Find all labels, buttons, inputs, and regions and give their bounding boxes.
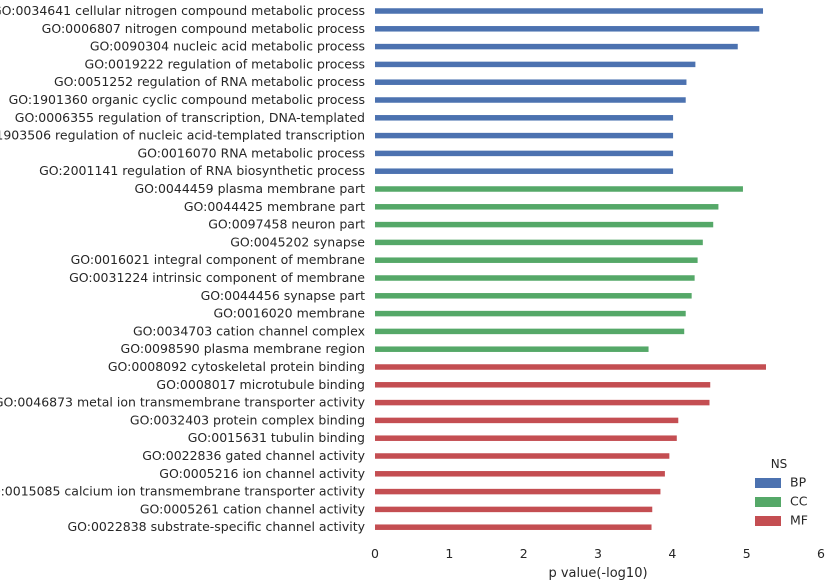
bar-bp — [375, 115, 674, 121]
category-label: GO:0008017 microtubule binding — [156, 377, 365, 392]
category-label: GO:0046873 metal ion transmembrane trans… — [0, 395, 366, 410]
category-label: GO:0016021 integral component of membran… — [71, 252, 366, 267]
bar-mf — [375, 488, 661, 495]
legend-label-bp: BP — [790, 475, 807, 490]
category-label: GO:0045202 synapse — [230, 234, 365, 249]
bar-cc — [375, 186, 743, 192]
category-label: GO:0008092 cytoskeletal protein binding — [108, 359, 365, 374]
category-label: GO:0016070 RNA metabolic process — [137, 145, 365, 160]
legend-label-cc: CC — [790, 494, 808, 509]
category-label: GO:0090304 nucleic acid metabolic proces… — [90, 39, 365, 54]
category-label: GO:0044456 synapse part — [201, 288, 365, 303]
category-label: GO:0051252 regulation of RNA metabolic p… — [54, 74, 365, 89]
bar-cc — [375, 239, 703, 246]
bar-mf — [375, 506, 653, 513]
category-label: GO:2001141 regulation of RNA biosyntheti… — [39, 163, 365, 178]
bar-bp — [375, 79, 687, 85]
bar-bp — [375, 97, 686, 103]
bar-cc — [375, 275, 695, 281]
category-label: GO:0044459 plasma membrane part — [134, 181, 365, 196]
bar-cc — [375, 257, 698, 263]
category-label: GO:0015085 calcium ion transmembrane tra… — [0, 484, 366, 499]
bar-cc — [375, 328, 685, 335]
x-tick-label: 1 — [445, 546, 453, 561]
category-label: GO:0034703 cation channel complex — [133, 323, 365, 338]
bar-cc — [375, 310, 686, 317]
bar-cc — [375, 221, 714, 228]
x-tick-label: 6 — [817, 546, 825, 561]
legend: NS BP CC MF — [755, 457, 808, 528]
x-tick-label: 4 — [668, 546, 676, 561]
category-label: GO:0006355 regulation of transcription, … — [15, 110, 365, 125]
bar-bp — [375, 26, 760, 32]
x-axis-ticks-group: 0 1 2 3 4 5 6 — [371, 546, 825, 561]
x-tick-label: 5 — [743, 546, 751, 561]
category-label: GO:0006807 nitrogen compound metabolic p… — [42, 21, 365, 36]
bar-mf — [375, 399, 710, 406]
bar-mf — [375, 471, 665, 477]
category-label: GO:0032403 protein complex binding — [130, 412, 365, 427]
bar-cc — [375, 204, 719, 210]
bar-cc — [375, 346, 649, 352]
category-label: GO:0019222 regulation of metabolic proce… — [85, 56, 365, 71]
bar-mf — [375, 435, 677, 441]
bar-bp — [375, 150, 674, 157]
category-labels-group: GO:0034641 cellular nitrogen compound me… — [0, 3, 366, 534]
legend-title: NS — [771, 457, 788, 471]
category-label: GO:0005216 ion channel activity — [159, 466, 365, 481]
category-label: GO:0022836 gated channel activity — [142, 448, 365, 463]
bar-mf — [375, 382, 711, 388]
category-label: GO:0034641 cellular nitrogen compound me… — [0, 3, 365, 18]
bar-mf — [375, 524, 652, 530]
x-tick-label: 2 — [520, 546, 528, 561]
bar-bp — [375, 61, 696, 68]
bar-bp — [375, 8, 764, 14]
bar-mf — [375, 417, 679, 424]
category-label: GO:0015631 tubulin binding — [188, 430, 365, 445]
category-label: GO:0097458 neuron part — [208, 217, 365, 232]
category-label: GO:1903506 regulation of nucleic acid-te… — [0, 128, 365, 143]
legend-swatch-cc — [755, 497, 781, 507]
category-label: GO:0005261 cation channel activity — [140, 501, 366, 516]
category-label: GO:0031224 intrinsic component of membra… — [69, 270, 365, 285]
legend-swatch-bp — [755, 478, 781, 488]
bar-cc — [375, 293, 692, 299]
bar-bp — [375, 43, 738, 50]
bar-mf — [375, 453, 670, 459]
x-tick-label: 3 — [594, 546, 602, 561]
x-axis-title: p value(-log10) — [548, 566, 647, 581]
bar-bp — [375, 132, 674, 139]
x-tick-label: 0 — [371, 546, 379, 561]
legend-swatch-mf — [755, 516, 781, 526]
bar-bp — [375, 168, 674, 174]
category-label: GO:0016020 membrane — [213, 306, 365, 321]
category-label: GO:0098590 plasma membrane region — [121, 341, 365, 356]
category-label: GO:0022838 substrate-specific channel ac… — [67, 519, 365, 534]
bars-group — [375, 8, 766, 530]
category-label: GO:0044425 membrane part — [184, 199, 365, 214]
category-label: GO:1901360 organic cyclic compound metab… — [9, 92, 365, 107]
bar-mf — [375, 364, 766, 370]
legend-label-mf: MF — [790, 513, 808, 528]
